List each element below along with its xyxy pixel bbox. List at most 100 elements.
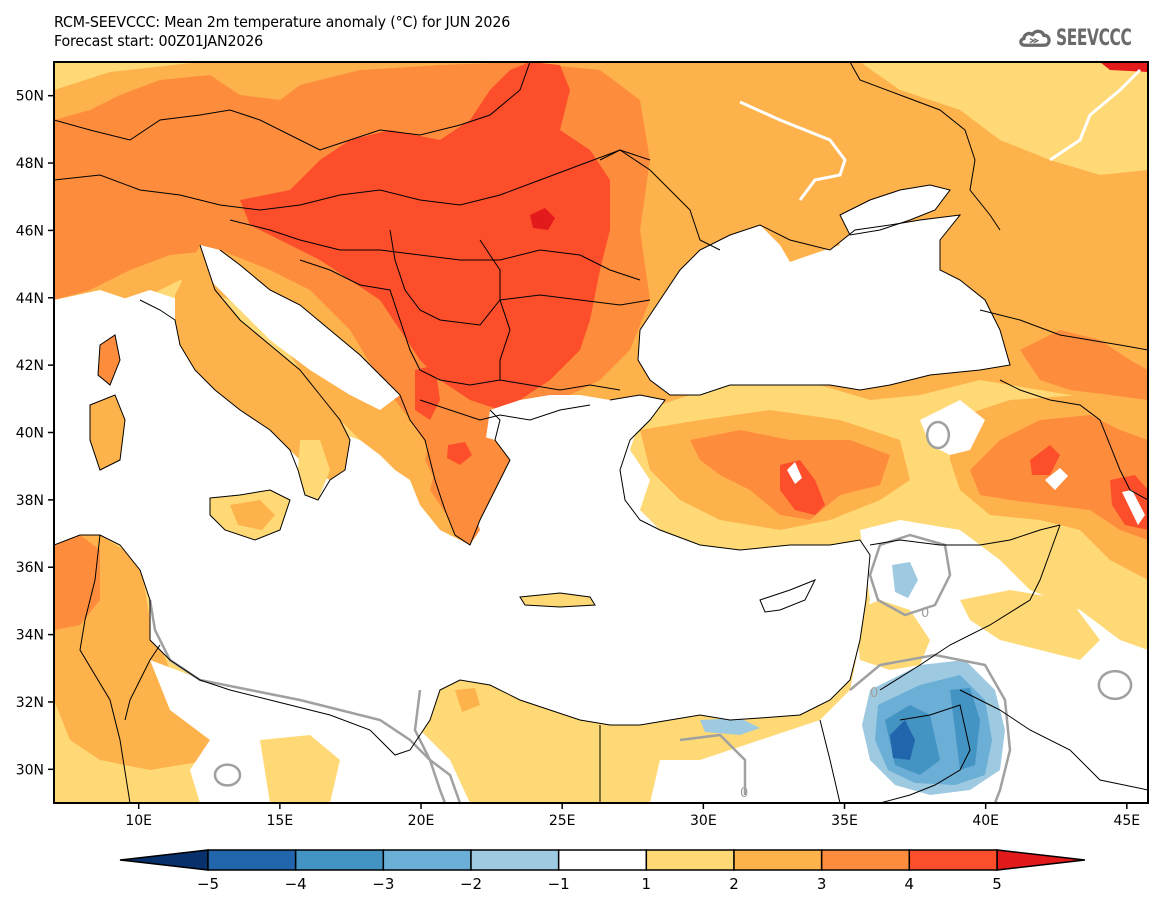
boundaries [54, 62, 1148, 803]
colorbar-below-triangle [119, 849, 209, 871]
map-fields [54, 62, 1148, 803]
anomaly-region-near-zero-libya [150, 660, 470, 803]
cloud-icon [1019, 29, 1051, 47]
lon-tick-label: 25E [549, 813, 576, 829]
lon-tick-label: 15E [267, 813, 294, 829]
lon-tick-label: 30E [690, 813, 717, 829]
zero-contour-egypt-east [679, 733, 747, 795]
land-sardinia [90, 395, 125, 470]
land-sicily-warm [230, 500, 275, 530]
zero-contour-syria [868, 533, 952, 617]
colorbar-level-label: −3 [372, 875, 394, 893]
coastline-sardinia [89, 394, 126, 471]
sea-azov [840, 185, 950, 235]
zero-contour-label-3: 0 [740, 786, 748, 801]
coastline-sicily [209, 489, 291, 541]
sea-adriatic [200, 245, 400, 410]
lon-tick-label: 10E [125, 813, 152, 829]
colorbar-level-label: 2 [729, 875, 739, 893]
border-turkey-syria [869, 524, 1061, 546]
anomaly-region-minus1to2-syria [892, 562, 918, 598]
lat-tick-label: 48N [16, 156, 44, 172]
zero-contour-iraq [1097, 669, 1133, 701]
coastline-azov [839, 184, 951, 236]
colorbar-level-label: −4 [285, 875, 307, 893]
logo-text: SEEVCCC [1056, 25, 1132, 51]
seevccc-logo: SEEVCCC [1018, 22, 1153, 54]
lon-tick-label: 40E [972, 813, 999, 829]
colorbar-level-label: 4 [905, 875, 915, 893]
lat-tick-label: 50N [16, 89, 44, 105]
border-turkey-east [999, 379, 1148, 501]
coastline-greece [424, 409, 511, 546]
chart-title: RCM-SEEVCCC: Mean 2m temperature anomaly… [54, 13, 510, 51]
border-egypt-israel [819, 719, 841, 803]
coastline-turkey [609, 394, 861, 551]
lat-tick-label: 32N [16, 695, 44, 711]
zero-contour-loop-libya [213, 763, 242, 787]
sea-aegean [485, 395, 665, 580]
colorbar-level-label: 3 [817, 875, 827, 893]
anomaly-region-minus4to5 [890, 720, 915, 760]
land-greece-hot [447, 442, 472, 465]
border-tunisia-libya [124, 644, 161, 721]
colorbar-bin [382, 849, 472, 871]
border-europe-1 [54, 62, 531, 151]
colorbar-bin [820, 849, 911, 871]
anomaly-region-1to2-egypt [580, 735, 660, 803]
lon-tick-label: 35E [831, 813, 858, 829]
border-europe-2 [54, 149, 651, 211]
anomaly-region-3to4-caucasus [1020, 330, 1148, 400]
border-syria-iraq [879, 524, 1061, 691]
border-europe-3 [229, 219, 641, 281]
colorbar-bin [908, 849, 998, 871]
colorbar-bin [207, 849, 297, 871]
anomaly-region-near-zero-se-turkey [920, 400, 985, 455]
anomaly-region-minus1to2-coast [700, 718, 760, 735]
land-italy [175, 245, 350, 480]
border-iraq-saudi [959, 689, 1148, 791]
longitude-axis: 10E 15E 20E 25E 30E 35E 40E 45E [125, 803, 1140, 829]
zero-contour-label-1: 0 [921, 606, 929, 621]
coastline-corsica [97, 334, 121, 386]
sea-black [638, 215, 1010, 395]
coastline-cyprus [759, 579, 817, 613]
anomaly-region-above5 [530, 208, 555, 230]
colorbar-level-label: 1 [642, 875, 652, 893]
colorbar-bin [294, 849, 385, 871]
anomaly-spot-white-1 [787, 462, 802, 484]
lat-tick-label: 46N [16, 223, 44, 239]
lat-tick-label: 42N [16, 358, 44, 374]
sea-tyrrhenian-gap [54, 290, 150, 470]
colorbar-level-label: 5 [992, 875, 1002, 893]
lat-tick-label: 38N [16, 493, 44, 509]
lat-tick-label: 34N [16, 628, 44, 644]
border-tunisia-algeria [79, 534, 131, 803]
lon-tick-label: 20E [408, 813, 435, 829]
lon-tick-label: 45E [1113, 813, 1140, 829]
colorbar-bin [557, 849, 648, 871]
zero-contours [148, 420, 1133, 803]
colorbar-level-label: −1 [548, 875, 570, 893]
title-line-1: RCM-SEEVCCC: Mean 2m temperature anomaly… [54, 13, 511, 31]
river-don [1049, 68, 1142, 162]
latitude-axis: 50N 48N 46N 44N 42N 40N 38N 36N 34N 32N 30N [16, 89, 54, 778]
border-balkans-1 [299, 259, 621, 391]
colorbar-level-label: −5 [197, 875, 219, 893]
anomaly-spot-white-2 [1045, 468, 1068, 490]
border-balkans-2 [389, 229, 651, 326]
coastline-black-sea [637, 214, 1011, 396]
zero-contour-egypt [413, 689, 462, 803]
colorbar-above-triangle [996, 849, 1086, 871]
border-ukraine [599, 149, 721, 251]
zero-contour-libya [148, 599, 447, 803]
lat-tick-label: 40N [16, 426, 44, 442]
border-caucasus [979, 309, 1148, 351]
coastline-adriatic-east [219, 249, 426, 441]
colorbar: −5 −4 −3 −2 −1 1 2 3 4 5 [119, 849, 1086, 893]
river-dnieper [739, 100, 847, 201]
border-russia [849, 62, 1001, 231]
anomaly-spot-white-3 [1122, 490, 1145, 525]
zero-contour-se-turkey [925, 420, 951, 450]
